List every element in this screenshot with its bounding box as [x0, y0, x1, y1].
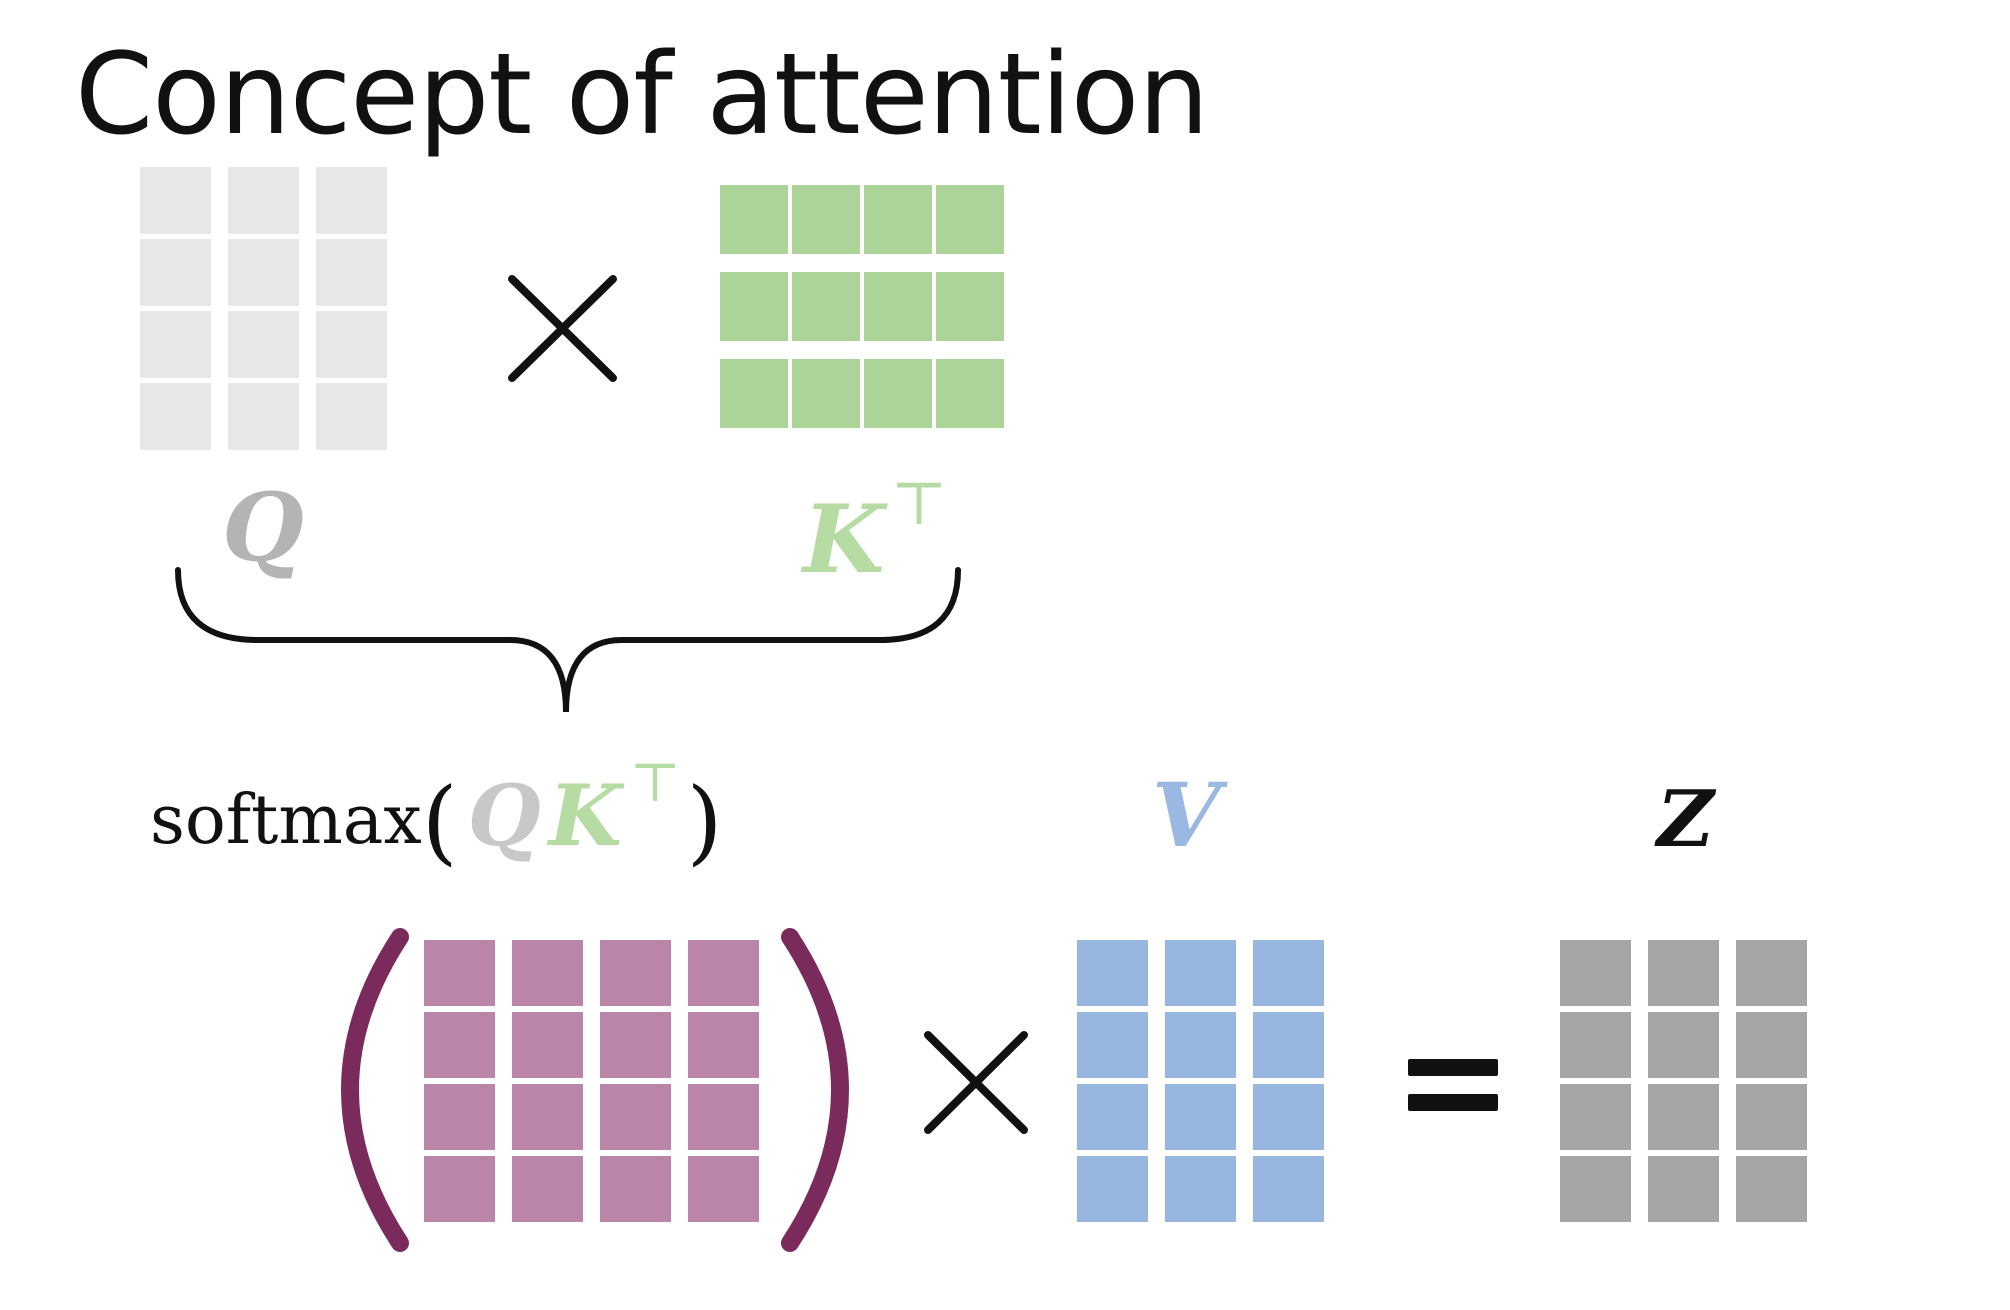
q-matrix-cell: [228, 239, 299, 306]
softmax-matrix-cell: [512, 1084, 583, 1150]
z-matrix-cell: [1560, 1084, 1631, 1150]
z-matrix-cell: [1736, 940, 1807, 1006]
page-title: Concept of attention: [75, 30, 1209, 160]
v-matrix-cell: [1253, 940, 1324, 1006]
kt-matrix-cell: [720, 359, 788, 428]
curly-brace: [175, 567, 961, 713]
kt-matrix-cell: [792, 359, 860, 428]
q-matrix-cell: [316, 311, 387, 378]
q-matrix-cell: [228, 311, 299, 378]
q-label: Q: [222, 473, 304, 583]
kt-matrix-cell: [792, 272, 860, 341]
kt-matrix-cell: [720, 272, 788, 341]
softmax-bracket-left: [341, 928, 409, 1252]
z-matrix-cell: [1736, 1084, 1807, 1150]
equals-icon: [1408, 1059, 1498, 1111]
softmax-q: Q: [468, 766, 541, 865]
q-matrix-cell: [140, 239, 211, 306]
softmax-matrix-cell: [512, 1156, 583, 1222]
kt-matrix-cell: [792, 185, 860, 254]
z-label: Z: [1654, 774, 1717, 865]
paren-close: ): [687, 768, 723, 875]
v-matrix-cell: [1077, 1012, 1148, 1078]
softmax-matrix-cell: [512, 940, 583, 1006]
softmax-k: K: [547, 766, 625, 865]
v-matrix-cell: [1165, 940, 1236, 1006]
softmax-matrix-cell: [600, 940, 671, 1006]
v-matrix-cell: [1077, 1156, 1148, 1222]
softmax-matrix-cell: [600, 1012, 671, 1078]
kt-matrix-cell: [864, 272, 932, 341]
softmax-matrix-cell: [688, 940, 759, 1006]
q-matrix-cell: [316, 383, 387, 450]
softmax-bracket-right: [781, 928, 849, 1252]
q-matrix-cell: [140, 383, 211, 450]
softmax-matrix-cell: [424, 940, 495, 1006]
softmax-matrix-cell: [424, 1084, 495, 1150]
kt-matrix-cell: [720, 185, 788, 254]
z-matrix-cell: [1648, 1084, 1719, 1150]
z-matrix-cell: [1560, 1156, 1631, 1222]
softmax-expression: softmax(QK ⊤): [150, 751, 723, 875]
kt-matrix-cell: [936, 359, 1004, 428]
v-label: V: [1152, 763, 1228, 867]
softmax-matrix-cell: [600, 1084, 671, 1150]
z-matrix-cell: [1648, 940, 1719, 1006]
softmax-matrix-cell: [424, 1012, 495, 1078]
multiply-icon: [924, 1031, 1028, 1134]
kt-matrix-cell: [864, 185, 932, 254]
v-matrix: [1077, 940, 1324, 1222]
z-matrix-cell: [1736, 1156, 1807, 1222]
paren-open: (: [422, 768, 458, 875]
z-matrix: [1560, 940, 1807, 1222]
v-matrix-cell: [1253, 1012, 1324, 1078]
q-matrix-cell: [140, 167, 211, 234]
z-matrix-cell: [1648, 1012, 1719, 1078]
kt-matrix-cell: [936, 185, 1004, 254]
softmax-matrix-cell: [688, 1084, 759, 1150]
v-matrix-cell: [1165, 1084, 1236, 1150]
kt-label: K ⊤: [800, 469, 947, 595]
softmax-matrix: [424, 940, 759, 1222]
q-matrix-cell: [228, 383, 299, 450]
q-matrix-cell: [228, 167, 299, 234]
kt-transpose-sup: ⊤: [891, 469, 947, 539]
v-matrix-cell: [1253, 1084, 1324, 1150]
q-matrix-cell: [316, 167, 387, 234]
softmax-matrix-cell: [512, 1012, 583, 1078]
v-matrix-cell: [1077, 940, 1148, 1006]
kt-base: K: [800, 485, 888, 595]
v-matrix-cell: [1253, 1156, 1324, 1222]
z-matrix-cell: [1736, 1012, 1807, 1078]
q-matrix: [140, 167, 387, 450]
v-matrix-cell: [1077, 1084, 1148, 1150]
softmax-matrix-cell: [688, 1012, 759, 1078]
q-matrix-cell: [140, 311, 211, 378]
softmax-matrix-cell: [688, 1156, 759, 1222]
softmax-transpose-sup: ⊤: [630, 751, 681, 814]
v-matrix-cell: [1165, 1012, 1236, 1078]
kt-transpose-matrix: [720, 185, 1004, 428]
z-matrix-cell: [1560, 940, 1631, 1006]
softmax-matrix-cell: [424, 1156, 495, 1222]
v-matrix-cell: [1165, 1156, 1236, 1222]
multiply-icon: [508, 275, 617, 382]
kt-matrix-cell: [936, 272, 1004, 341]
softmax-fn: softmax: [150, 781, 422, 860]
kt-matrix-cell: [864, 359, 932, 428]
z-matrix-cell: [1560, 1012, 1631, 1078]
softmax-matrix-cell: [600, 1156, 671, 1222]
q-matrix-cell: [316, 239, 387, 306]
z-matrix-cell: [1648, 1156, 1719, 1222]
